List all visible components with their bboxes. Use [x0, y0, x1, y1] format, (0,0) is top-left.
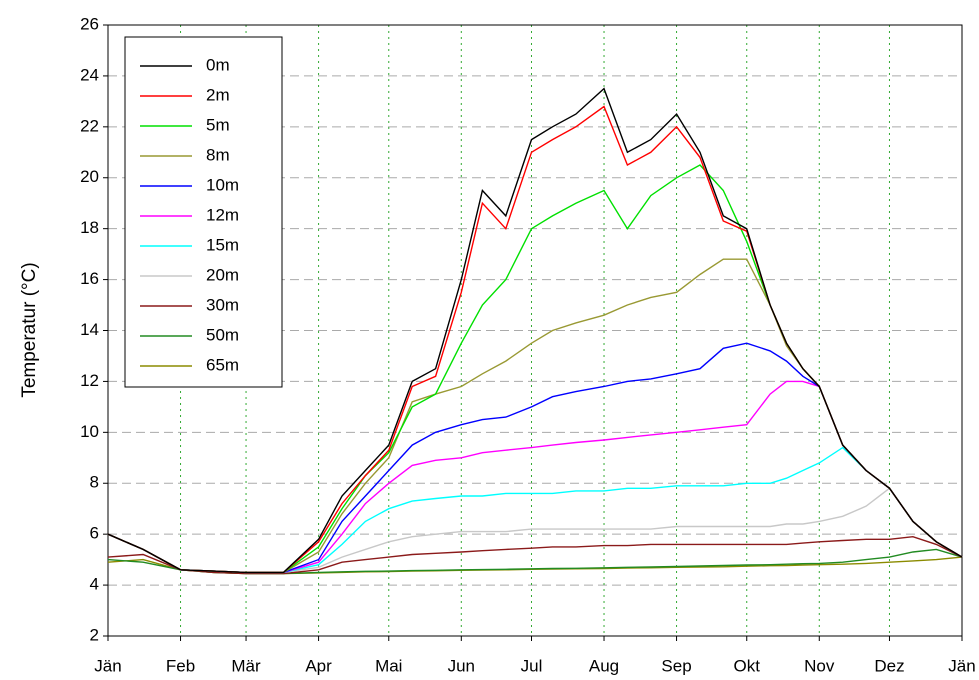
legend-label: 15m: [206, 235, 239, 254]
legend-label: 12m: [206, 205, 239, 224]
y-tick-label: 16: [80, 269, 99, 288]
series-line: [107, 446, 963, 574]
y-tick-label: 4: [90, 575, 99, 594]
x-tick-label: Aug: [589, 656, 619, 675]
series-line: [107, 87, 963, 574]
y-tick-label: 14: [80, 320, 99, 339]
legend-label: 50m: [206, 325, 239, 344]
y-tick-label: 10: [80, 422, 99, 441]
y-tick-label: 24: [80, 65, 99, 84]
x-tick-label: Nov: [804, 656, 835, 675]
legend-label: 5m: [206, 115, 230, 134]
x-tick-label: Jul: [521, 656, 543, 675]
legend-label: 20m: [206, 265, 239, 284]
series-line: [107, 487, 963, 574]
x-tick-label: Apr: [305, 656, 332, 675]
y-tick-label: 22: [80, 116, 99, 135]
y-tick-label: 8: [90, 473, 99, 492]
series-line: [107, 380, 963, 574]
y-tick-label: 20: [80, 167, 99, 186]
series-line: [107, 556, 963, 575]
legend-box: [124, 36, 283, 388]
x-tick-label: Feb: [166, 656, 195, 675]
x-tick-label: Okt: [734, 656, 761, 675]
x-tick-label: Mär: [231, 656, 261, 675]
legend-label: 10m: [206, 175, 239, 194]
y-tick-label: 12: [80, 371, 99, 390]
x-tick-label: Jän: [94, 656, 121, 675]
legend-label: 65m: [206, 355, 239, 374]
series-line: [107, 548, 963, 575]
x-tick-label: Sep: [661, 656, 691, 675]
x-tick-label: Jun: [448, 656, 475, 675]
plot-frame: [107, 24, 963, 637]
legend-label: 2m: [206, 85, 230, 104]
y-tick-label: 2: [90, 625, 99, 644]
y-tick-label: 6: [90, 524, 99, 543]
y-tick-label: 18: [80, 218, 99, 237]
series-line: [107, 535, 963, 575]
y-tick-label: 26: [80, 14, 99, 33]
y-axis-label: Temperatur (°C): [19, 262, 40, 397]
x-tick-label: Mai: [375, 656, 402, 675]
legend-label: 30m: [206, 295, 239, 314]
legend-label: 8m: [206, 145, 230, 164]
x-tick-label: Dez: [874, 656, 904, 675]
legend-label: 0m: [206, 55, 230, 74]
x-tick-label: Jän: [948, 656, 975, 675]
